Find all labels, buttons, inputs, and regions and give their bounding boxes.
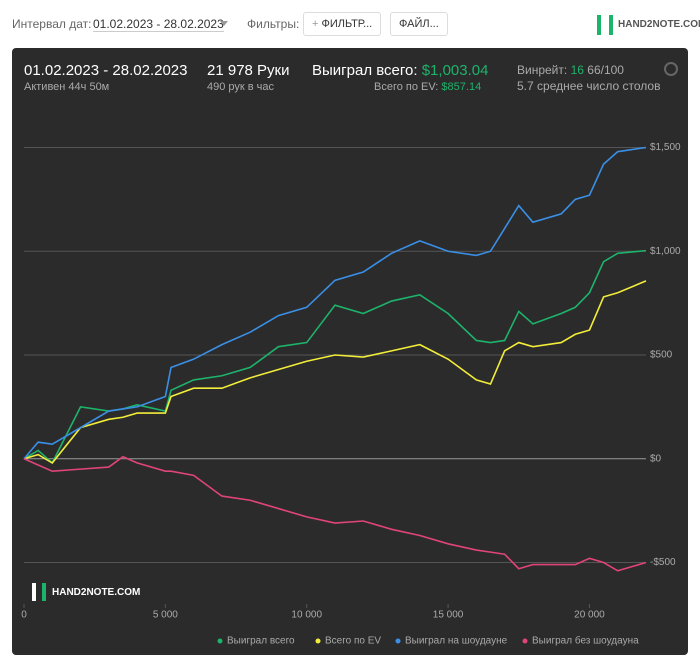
legend-label: Выиграл всего [227, 636, 295, 647]
logo: HAND2NOTE.COM [618, 19, 700, 30]
x-tick-label: 10 000 [291, 610, 322, 621]
y-tick-label: -$500 [650, 557, 676, 568]
y-tick-label: $500 [650, 350, 673, 361]
watermark: HAND2NOTE.COM [52, 587, 141, 598]
series-line [23, 249, 647, 465]
hands-per-hour: 490 рук в час [207, 81, 275, 93]
y-tick-label: $0 [650, 453, 662, 464]
graph-panel: 01.02.2023 - 28.02.2023 Активен 44ч 50м … [12, 48, 688, 655]
x-tick-label: 0 [21, 610, 27, 621]
watermark-icon [32, 583, 46, 601]
legend-marker [395, 638, 401, 644]
legend-label: Выиграл без шоудауна [532, 635, 639, 647]
period: 01.02.2023 - 28.02.2023 [24, 62, 188, 79]
winrate-unit: 66/100 [587, 63, 624, 77]
legend-marker [522, 638, 528, 644]
legend-marker [315, 638, 321, 644]
legend-label: Выиграл на шоудауне [405, 636, 508, 647]
date-picker[interactable]: 01.02.2023 - 28.02.2023 [93, 17, 224, 32]
filter-button-text: ФИЛЬТР... [321, 18, 373, 30]
winrate-label: Винрейт: [517, 63, 568, 77]
tables: 5.7 среднее число столов [517, 79, 661, 93]
won-value: $1,003.04 [421, 62, 489, 79]
x-tick-label: 15 000 [433, 610, 464, 621]
logo-icon [597, 15, 613, 35]
x-tick-label: 20 000 [574, 610, 605, 621]
x-tick-label: 5 000 [153, 610, 178, 621]
y-tick-label: $1,000 [650, 246, 681, 257]
settings-icon[interactable] [664, 62, 678, 76]
series-line [23, 280, 647, 464]
series-line [23, 146, 647, 460]
series-line [23, 455, 647, 572]
winrate-value: 16 [570, 63, 584, 77]
dropdown-arrow[interactable] [220, 21, 228, 26]
filter-button[interactable]: + ФИЛЬТР... [303, 12, 382, 36]
won-label: Выиграл всего: [312, 62, 418, 79]
hands: 21 978 Руки [207, 62, 290, 79]
ev-value: $857.14 [441, 81, 482, 93]
legend-marker [217, 638, 223, 644]
active-time: Активен 44ч 50м [24, 81, 110, 93]
y-tick-label: $1,500 [650, 142, 681, 153]
ev-label: Всего по EV: [374, 81, 439, 93]
file-button[interactable]: ФАЙЛ... [390, 12, 448, 36]
legend-label: Всего по EV [325, 636, 381, 647]
date-label: Интервал дат: [12, 17, 92, 31]
filters-label: Фильтры: [247, 17, 300, 31]
